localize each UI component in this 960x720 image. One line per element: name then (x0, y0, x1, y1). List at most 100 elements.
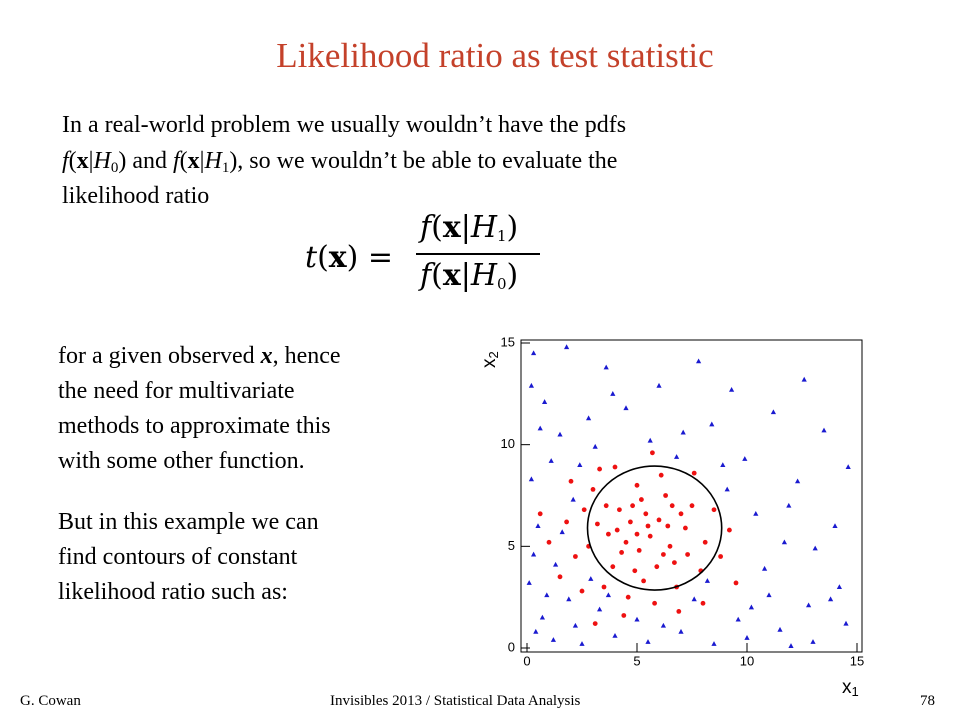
text: likelihood ratio (62, 183, 210, 209)
text: ( (68, 148, 77, 174)
point (661, 552, 666, 557)
point (711, 507, 717, 513)
point (544, 592, 550, 598)
point (641, 578, 646, 584)
slide-title: Likelihood ratio as test statistic (276, 36, 714, 75)
point (658, 472, 664, 478)
point (572, 622, 578, 628)
point (665, 523, 671, 529)
text: x (328, 240, 347, 275)
text: 1 (852, 684, 859, 699)
point (766, 592, 772, 598)
point (617, 507, 622, 513)
point (564, 344, 570, 350)
text: t (305, 240, 318, 275)
point (634, 616, 640, 622)
text: ) = (346, 240, 394, 275)
point (592, 443, 598, 449)
point (781, 539, 787, 545)
point (579, 641, 585, 646)
formula-numerator: f(x|H1) (420, 210, 518, 245)
point (810, 639, 816, 644)
body-line: But in this example we can (58, 509, 319, 535)
text: x (842, 677, 852, 698)
point (718, 554, 723, 559)
body-line: find contours of constant (58, 544, 298, 570)
point (603, 503, 609, 509)
text: | (460, 210, 471, 245)
point (586, 415, 592, 421)
text: for a given observed (58, 343, 261, 369)
point (647, 533, 653, 539)
body-line: likelihood ratio such as: (58, 579, 288, 605)
point (537, 425, 543, 431)
footer-author: G. Cowan (20, 693, 81, 709)
point (700, 600, 706, 606)
x-tick-label: 5 (633, 653, 640, 668)
point (636, 548, 642, 553)
point (685, 552, 690, 557)
contour (586, 465, 723, 591)
point (843, 620, 849, 626)
point (550, 637, 556, 642)
point (656, 517, 662, 523)
point (531, 350, 537, 356)
point (634, 482, 640, 488)
point (753, 511, 759, 516)
point (672, 560, 677, 565)
point (845, 464, 851, 470)
point (828, 596, 834, 602)
y-tick-label: 10 (501, 436, 515, 451)
x-tick-label: 0 (523, 653, 530, 668)
point (639, 497, 644, 502)
point (643, 511, 649, 517)
point (656, 382, 662, 388)
text: ( (179, 148, 188, 174)
point (528, 382, 534, 388)
text: x (442, 210, 461, 245)
point (689, 503, 695, 509)
point (621, 613, 627, 618)
intro-line: f(x|H0) and f(x|H1), so we wouldn’t be a… (62, 144, 617, 178)
point (634, 531, 640, 537)
point (727, 527, 732, 533)
text: f (420, 258, 432, 293)
text: x (187, 148, 200, 174)
point (630, 503, 635, 509)
point (533, 628, 539, 634)
point (691, 470, 697, 476)
point (595, 521, 600, 527)
intro-line: In a real-world problem we usually would… (62, 108, 626, 142)
point (669, 503, 675, 509)
x-axis-label: x1 (842, 677, 859, 699)
point (526, 580, 532, 585)
point (614, 527, 620, 533)
text: H (470, 210, 497, 245)
point (537, 511, 543, 517)
text: | (199, 148, 205, 174)
text: ( (317, 240, 329, 275)
point (553, 561, 559, 567)
point (821, 427, 827, 433)
point (748, 604, 754, 610)
point (603, 364, 609, 370)
text: H (204, 148, 222, 174)
text: x (260, 343, 273, 369)
body-line: the need for multivariate (58, 378, 295, 404)
point (628, 519, 633, 525)
body-line: with some other function. (58, 448, 305, 474)
footer-page: 78 (920, 693, 935, 709)
point (801, 376, 807, 382)
point (542, 399, 548, 404)
point (577, 462, 583, 467)
point (678, 511, 684, 517)
point (735, 616, 741, 622)
text: x (479, 358, 500, 368)
point (788, 643, 794, 648)
point (531, 551, 537, 557)
point (777, 626, 783, 632)
point (678, 628, 684, 634)
point (691, 596, 697, 602)
point (590, 487, 596, 492)
